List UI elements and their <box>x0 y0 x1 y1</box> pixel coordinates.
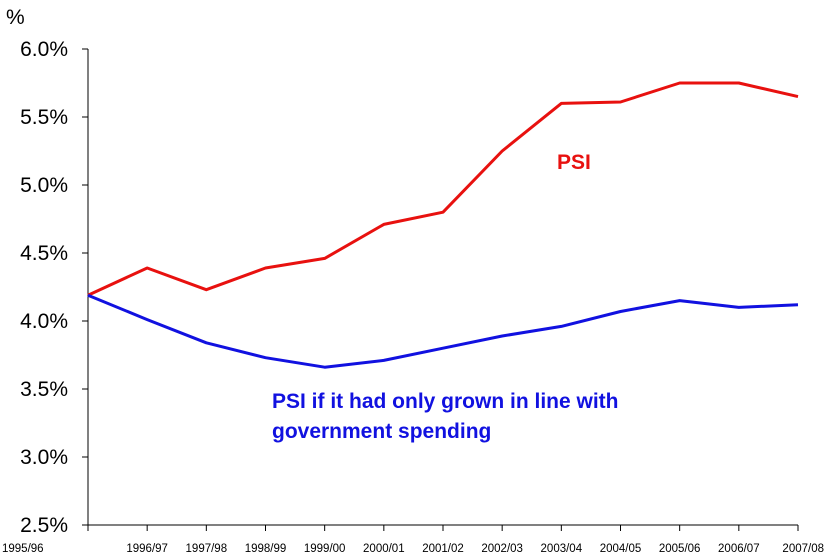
psi-baseline-series-line <box>87 293 799 369</box>
x-tick-label: 2003/04 <box>541 543 583 555</box>
series-lines <box>87 81 799 369</box>
x-tick-label: 2000/01 <box>363 543 405 555</box>
psi-series-line <box>87 81 799 297</box>
y-tick-label: 3.5% <box>20 378 68 401</box>
x-tick-label: 2002/03 <box>481 543 523 555</box>
y-tick-label: 3.0% <box>20 446 68 469</box>
y-tick-label: 6.0% <box>20 38 68 61</box>
x-tick-label: 2001/02 <box>422 543 464 555</box>
x-tick-label: 2004/05 <box>600 543 642 555</box>
y-tick-label: 4.0% <box>20 310 68 333</box>
y-tick-label: 4.5% <box>20 242 68 265</box>
y-tick-label: 5.0% <box>20 174 68 197</box>
x-tick-label: 2007/08 <box>782 543 824 555</box>
psi-baseline-series-label-line1: PSI if it had only grown in line with <box>272 390 619 413</box>
x-tick-label: 1999/00 <box>304 543 346 555</box>
x-axis-ticks: 1995/96 1996/97 1997/98 1998/99 1999/00 2000/… <box>2 525 824 555</box>
x-tick-label: 1997/98 <box>186 543 228 555</box>
y-tick-label: 2.5% <box>20 514 68 537</box>
x-tick-label: 2005/06 <box>659 543 701 555</box>
x-tick-label: 1995/96 <box>2 543 44 555</box>
x-tick-label: 2006/07 <box>718 543 760 555</box>
y-tick-label: 5.5% <box>20 106 68 129</box>
y-axis-unit-label: % <box>6 6 25 29</box>
y-axis-ticks: 2.5% 3.0% 3.5% 4.0% 4.5% 5.0% 5.5% 6.0% <box>20 38 88 537</box>
psi-baseline-series-label-line2: government spending <box>272 420 491 443</box>
x-tick-label: 1996/97 <box>126 543 168 555</box>
x-tick-label: 1998/99 <box>245 543 287 555</box>
psi-series-label: PSI <box>557 151 591 174</box>
